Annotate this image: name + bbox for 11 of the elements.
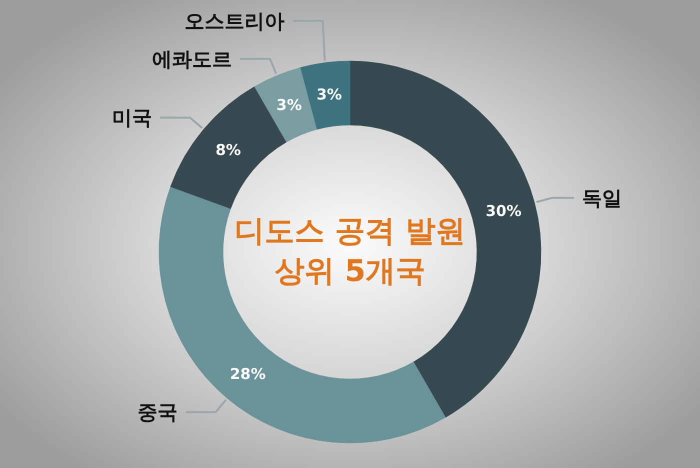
data-label: 3% <box>316 85 342 104</box>
slice-label: 오스트리아 <box>184 8 285 33</box>
slice-label: 중국 <box>138 400 178 424</box>
slice-label: 독일 <box>582 186 622 210</box>
slice-label: 미국 <box>112 106 152 130</box>
data-label: 28% <box>230 364 266 383</box>
slice-label: 에콰도르 <box>152 46 232 71</box>
text: 디도스 공격 발원 상위 5개국 <box>234 213 466 291</box>
data-label: 3% <box>276 96 302 114</box>
data-label: 8% <box>215 140 241 159</box>
data-label: 30% <box>486 202 522 220</box>
